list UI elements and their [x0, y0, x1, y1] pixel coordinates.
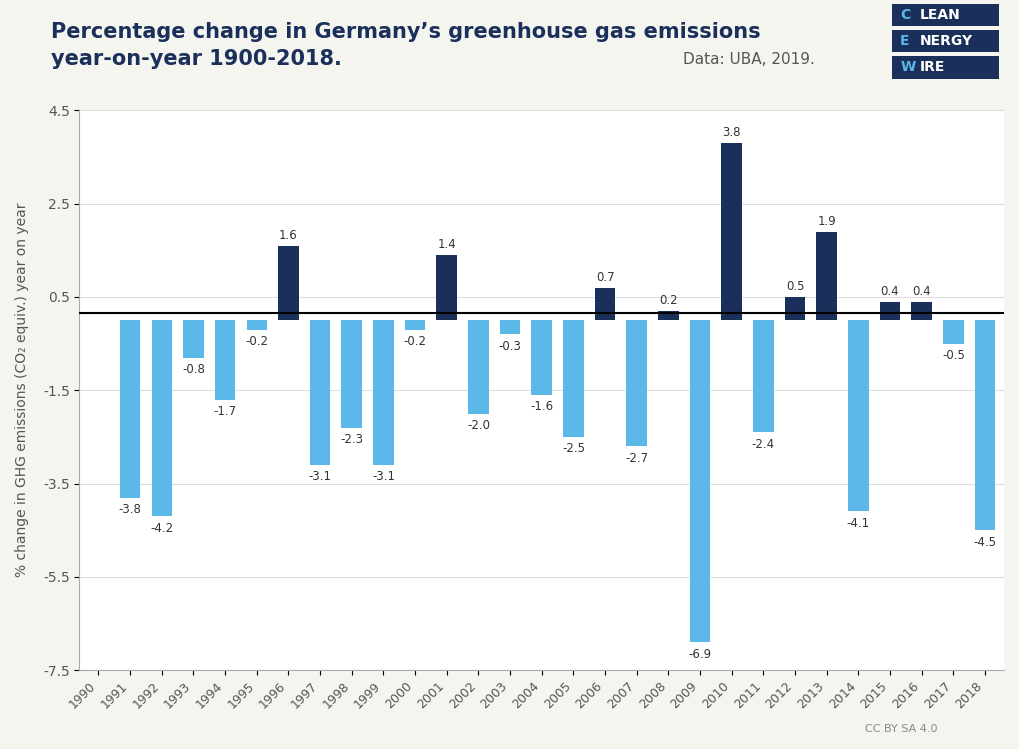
- Text: IRE: IRE: [919, 61, 945, 74]
- Text: C: C: [900, 8, 910, 22]
- Bar: [879, 302, 901, 321]
- Bar: [215, 321, 235, 399]
- FancyBboxPatch shape: [892, 4, 999, 26]
- Text: Data: UBA, 2019.: Data: UBA, 2019.: [683, 52, 814, 67]
- Text: 0.4: 0.4: [912, 285, 931, 298]
- Text: W: W: [900, 61, 915, 74]
- Bar: [690, 321, 710, 642]
- Bar: [627, 321, 647, 446]
- Text: -2.5: -2.5: [561, 443, 585, 455]
- FancyBboxPatch shape: [892, 56, 999, 79]
- Bar: [436, 255, 458, 321]
- Text: -2.0: -2.0: [467, 419, 490, 432]
- Y-axis label: % change in GHG emissions (CO₂ equiv.) year on year: % change in GHG emissions (CO₂ equiv.) y…: [15, 203, 29, 577]
- FancyBboxPatch shape: [892, 30, 999, 52]
- Bar: [975, 321, 996, 530]
- Text: -2.3: -2.3: [340, 433, 364, 446]
- Bar: [247, 321, 267, 330]
- Text: -3.1: -3.1: [309, 470, 331, 483]
- Text: 1.9: 1.9: [817, 215, 836, 228]
- Bar: [278, 246, 299, 321]
- Text: NERGY: NERGY: [919, 34, 972, 48]
- Bar: [183, 321, 204, 357]
- Bar: [753, 321, 773, 432]
- Bar: [721, 143, 742, 321]
- Text: 0.7: 0.7: [596, 271, 614, 284]
- Text: -0.3: -0.3: [498, 340, 522, 353]
- Bar: [564, 321, 584, 437]
- Text: -4.2: -4.2: [150, 522, 173, 535]
- Bar: [911, 302, 932, 321]
- Bar: [120, 321, 141, 497]
- Bar: [499, 321, 521, 334]
- Bar: [468, 321, 489, 413]
- Bar: [532, 321, 552, 395]
- Text: -1.6: -1.6: [530, 401, 553, 413]
- Bar: [373, 321, 393, 465]
- Bar: [341, 321, 362, 428]
- Text: -0.5: -0.5: [942, 349, 965, 363]
- Text: LEAN: LEAN: [919, 8, 960, 22]
- Text: -3.1: -3.1: [372, 470, 395, 483]
- Text: -2.7: -2.7: [626, 452, 648, 465]
- Text: CC BY SA 4.0: CC BY SA 4.0: [865, 724, 937, 734]
- Bar: [848, 321, 868, 512]
- Bar: [943, 321, 964, 344]
- Text: -0.8: -0.8: [182, 363, 205, 376]
- Text: -6.9: -6.9: [689, 648, 711, 661]
- Bar: [658, 311, 679, 321]
- Bar: [310, 321, 330, 465]
- Text: Percentage change in Germany’s greenhouse gas emissions
year-on-year 1900-2018.: Percentage change in Germany’s greenhous…: [51, 22, 760, 69]
- Text: -4.5: -4.5: [973, 536, 997, 549]
- Text: -2.4: -2.4: [752, 438, 774, 451]
- Text: E: E: [900, 34, 910, 48]
- Text: -0.2: -0.2: [404, 336, 427, 348]
- Text: 1.6: 1.6: [279, 229, 298, 242]
- Bar: [816, 231, 837, 321]
- Bar: [152, 321, 172, 516]
- Text: 0.4: 0.4: [880, 285, 900, 298]
- Text: 0.5: 0.5: [786, 280, 804, 293]
- Text: 1.4: 1.4: [437, 238, 457, 251]
- Text: 0.2: 0.2: [659, 294, 678, 307]
- Text: -3.8: -3.8: [118, 503, 142, 516]
- Bar: [595, 288, 615, 321]
- Text: -1.7: -1.7: [214, 405, 236, 418]
- Text: 3.8: 3.8: [722, 127, 741, 139]
- Text: -4.1: -4.1: [847, 517, 870, 530]
- Bar: [405, 321, 425, 330]
- Text: -0.2: -0.2: [246, 336, 268, 348]
- Bar: [785, 297, 805, 321]
